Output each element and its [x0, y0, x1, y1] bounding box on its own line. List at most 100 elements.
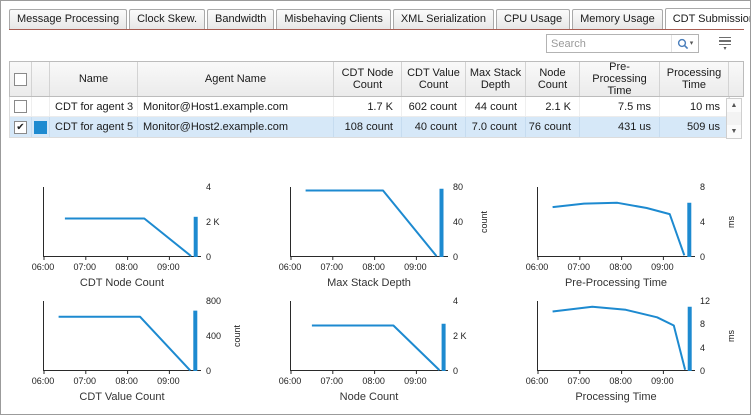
y-tick-label: 0	[453, 366, 459, 376]
vertical-scrollbar[interactable]: ▲ ▼	[726, 98, 742, 139]
plot-area	[290, 187, 448, 260]
x-tick-label: 08:00	[609, 262, 632, 272]
y-axis-unit: ms	[726, 330, 736, 342]
y-tick-label: 4	[453, 296, 459, 306]
y-tick-label: 0	[206, 252, 212, 262]
y-tick-label: 4	[700, 342, 706, 353]
x-tick-label: 07:00	[320, 376, 344, 386]
plot-area	[43, 187, 201, 260]
tab-misbehaving-clients[interactable]: Misbehaving Clients	[276, 9, 391, 29]
plot-area	[537, 301, 695, 374]
cell-cdt-value-count: 602 count	[402, 97, 466, 116]
column-header-cdt-value-count[interactable]: CDT Value Count	[402, 62, 466, 96]
table-row[interactable]: ✔ CDT for agent 5 Monitor@Host2.example.…	[10, 117, 729, 137]
chart-max-stack-depth: count Max Stack Depth 06:00 07:00 08:00 09:…	[258, 182, 500, 295]
y-tick-label: 40	[453, 217, 464, 227]
scrollbar-track[interactable]	[727, 112, 741, 125]
tab-cdt-submission[interactable]: CDT Submission	[664, 8, 750, 29]
cell-pre-processing-time: 431 us	[580, 117, 660, 137]
cell-name: CDT for agent 5	[50, 117, 138, 137]
chart-title: CDT Node Count	[79, 277, 165, 289]
scroll-down-button[interactable]: ▼	[727, 125, 741, 138]
cell-max-stack-depth: 44 count	[466, 97, 526, 116]
chart-cdt-node-count: CDT Node Count 06:00 07:00 08:00 09:00 4 2 K 0	[11, 182, 253, 295]
row-checkbox[interactable]	[14, 100, 27, 113]
y-tick-label: 4	[206, 182, 212, 192]
x-tick-label: 06:00	[525, 376, 549, 386]
cell-agent-name: Monitor@Host1.example.com	[138, 97, 334, 116]
plot-area	[537, 187, 695, 260]
y-tick-label: 800	[206, 296, 222, 306]
x-tick-label: 07:00	[73, 376, 97, 386]
cell-pre-processing-time: 7.5 ms	[580, 97, 660, 116]
tab-cpu-usage[interactable]: CPU Usage	[496, 9, 571, 29]
tab-memory-usage[interactable]: Memory Usage	[572, 9, 663, 29]
x-tick-label: 09:00	[157, 262, 180, 272]
chart-title: CDT Value Count	[79, 391, 165, 403]
chart-title: Node Count	[339, 391, 399, 403]
cell-cdt-node-count: 108 count	[334, 117, 402, 137]
y-tick-label: 8	[700, 182, 706, 192]
tab-clock-skew[interactable]: Clock Skew.	[129, 9, 206, 29]
x-tick-label: 09:00	[651, 262, 674, 272]
x-tick-label: 09:00	[157, 376, 180, 386]
menu-caret-icon: ▾	[723, 46, 727, 53]
x-tick-label: 06:00	[31, 262, 55, 272]
y-tick-label: 2 K	[206, 217, 220, 227]
cell-cdt-value-count: 40 count	[402, 117, 466, 137]
x-tick-label: 08:00	[362, 262, 385, 272]
column-header-agent-name[interactable]: Agent Name	[138, 62, 334, 96]
select-all-checkbox[interactable]	[14, 72, 27, 86]
column-header-cdt-node-count[interactable]: CDT Node Count	[334, 62, 402, 96]
plot-area	[290, 301, 448, 374]
tab-bar: Message Processing Clock Skew. Bandwidth…	[9, 8, 750, 29]
search-button[interactable]: ▾	[671, 35, 698, 52]
chart-pre-processing-time: ms Pre-Processing Time 06:00 07:00 08:00 09…	[505, 182, 747, 295]
y-tick-label: 2 K	[453, 331, 467, 341]
view-options-button[interactable]: ▾	[713, 35, 737, 53]
x-tick-label: 09:00	[651, 376, 674, 386]
column-header-processing-time[interactable]: Processing Time	[660, 62, 729, 96]
search-options-caret-icon: ▾	[689, 40, 694, 47]
y-tick-label: 0	[453, 252, 459, 262]
plot-area	[43, 301, 201, 374]
column-header-name[interactable]: Name	[50, 62, 138, 96]
cell-node-count: 2.1 K	[526, 97, 580, 116]
y-tick-label: 12	[700, 296, 711, 306]
chart-processing-time: ms Processing Time 06:00 07:00 08:00 09:00 1…	[505, 296, 747, 409]
header-filler	[729, 62, 743, 96]
row-checkbox[interactable]: ✔	[14, 120, 27, 134]
x-tick-label: 06:00	[525, 262, 549, 272]
table-body: CDT for agent 3 Monitor@Host1.example.co…	[9, 97, 730, 138]
tab-message-processing[interactable]: Message Processing	[9, 9, 128, 29]
x-tick-label: 09:00	[404, 262, 427, 272]
x-tick-label: 07:00	[567, 376, 591, 386]
menu-icon	[719, 36, 731, 39]
cell-agent-name: Monitor@Host2.example.com	[138, 117, 334, 137]
y-tick-label: 0	[206, 366, 212, 376]
cell-node-count: 76 count	[526, 117, 580, 137]
y-tick-label: 8	[700, 319, 706, 330]
x-tick-label: 08:00	[115, 376, 138, 386]
tab-bandwidth[interactable]: Bandwidth	[207, 9, 275, 29]
series-color-swatch	[34, 120, 47, 134]
x-tick-label: 08:00	[362, 376, 385, 386]
y-tick-label: 80	[453, 182, 464, 192]
chart-cdt-value-count: count CDT Value Count 06:00 07:00 08:00 09:…	[11, 296, 253, 409]
column-header-max-stack-depth[interactable]: Max Stack Depth	[466, 62, 526, 96]
x-tick-label: 08:00	[609, 376, 632, 386]
table-row[interactable]: CDT for agent 3 Monitor@Host1.example.co…	[10, 97, 729, 117]
column-header-pre-processing-time[interactable]: Pre-Processing Time	[580, 62, 660, 96]
x-tick-label: 06:00	[278, 376, 302, 386]
scroll-up-button[interactable]: ▲	[727, 99, 741, 112]
tab-xml-serialization[interactable]: XML Serialization	[392, 9, 495, 29]
swatch-column-header	[32, 62, 50, 96]
chart-title: Max Stack Depth	[327, 277, 411, 289]
search-input[interactable]	[547, 36, 671, 51]
column-header-node-count[interactable]: Node Count	[526, 62, 580, 96]
cell-processing-time: 509 us	[660, 117, 729, 137]
chart-title: Pre-Processing Time	[564, 277, 668, 289]
x-tick-label: 08:00	[115, 262, 138, 272]
tab-strip-underline	[9, 29, 744, 30]
